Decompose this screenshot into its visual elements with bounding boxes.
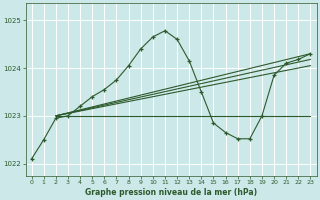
X-axis label: Graphe pression niveau de la mer (hPa): Graphe pression niveau de la mer (hPa): [85, 188, 257, 197]
